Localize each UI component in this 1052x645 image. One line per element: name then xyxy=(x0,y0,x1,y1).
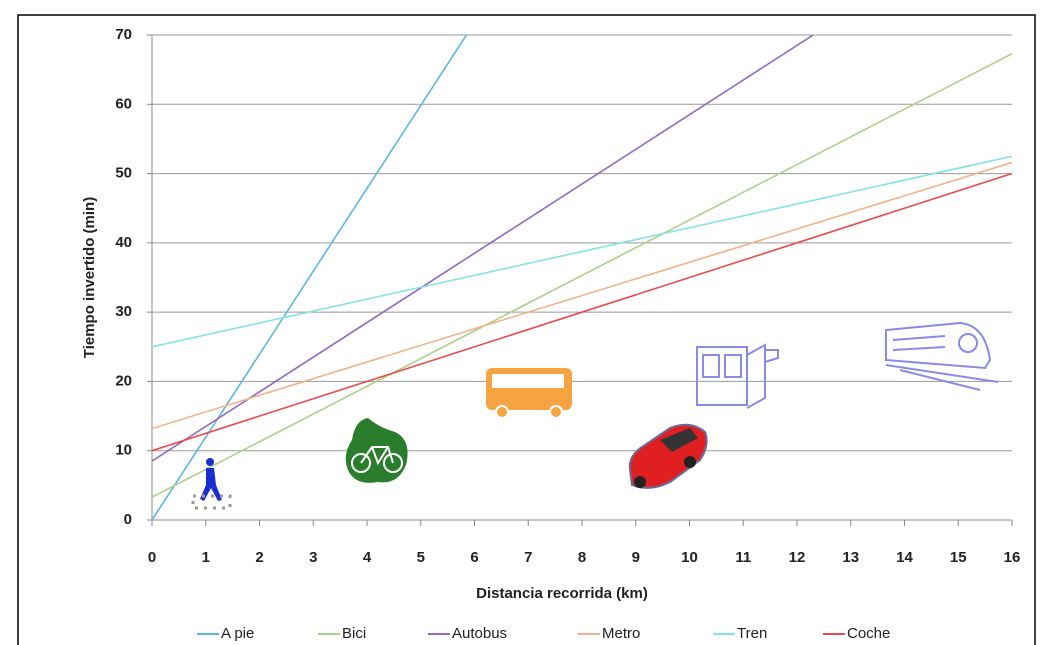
legend-label: Coche xyxy=(847,625,890,642)
metro-icon xyxy=(696,343,779,409)
series-line xyxy=(152,172,1012,452)
x-tick-label: 13 xyxy=(842,549,859,566)
x-tick-label: 10 xyxy=(681,549,698,566)
x-tick-label: 3 xyxy=(309,549,317,566)
legend-label: A pie xyxy=(221,625,254,642)
x-tick-label: 1 xyxy=(202,549,210,566)
y-tick-label: 50 xyxy=(115,165,132,182)
bike-icon xyxy=(345,418,408,483)
x-tick-label: 11 xyxy=(735,549,751,566)
y-tick-label: 60 xyxy=(115,95,132,112)
train-icon xyxy=(885,321,999,391)
icons xyxy=(191,321,999,510)
x-tick-label: 4 xyxy=(363,549,372,566)
y-tick-label: 0 xyxy=(124,511,132,528)
series-line xyxy=(152,155,1012,348)
x-tick-label: 14 xyxy=(896,549,913,566)
y-tick-label: 40 xyxy=(115,234,132,251)
y-tick-label: 20 xyxy=(115,372,132,389)
x-tick-label: 15 xyxy=(950,549,967,566)
x-tick-label: 7 xyxy=(524,549,532,566)
y-tick-label: 70 xyxy=(115,26,132,43)
walker-icon xyxy=(191,458,232,510)
series-line xyxy=(152,35,814,462)
bus-icon xyxy=(486,368,572,419)
x-tick-label: 16 xyxy=(1004,549,1021,566)
frame xyxy=(17,14,1036,645)
y-tick-label: 30 xyxy=(115,303,132,320)
x-tick-label: 12 xyxy=(789,549,806,566)
y-tick-label: 10 xyxy=(115,442,132,459)
x-tick-label: 6 xyxy=(470,549,478,566)
legend-label: Tren xyxy=(737,625,767,642)
legend-label: Autobus xyxy=(452,625,507,642)
car-icon xyxy=(628,423,708,489)
x-tick-label: 0 xyxy=(148,549,156,566)
series-line xyxy=(152,35,468,520)
series-line xyxy=(152,52,1012,498)
x-tick-label: 8 xyxy=(578,549,586,566)
x-tick-label: 2 xyxy=(255,549,263,566)
legend-label: Bici xyxy=(342,625,366,642)
x-axis-title: Distancia recorrida (km) xyxy=(476,585,648,602)
x-tick-label: 5 xyxy=(417,549,425,566)
series-line xyxy=(152,161,1012,430)
y-axis-title: Tiempo invertido (min) xyxy=(81,197,98,358)
legend-label: Metro xyxy=(602,625,640,642)
x-tick-label: 9 xyxy=(632,549,640,566)
